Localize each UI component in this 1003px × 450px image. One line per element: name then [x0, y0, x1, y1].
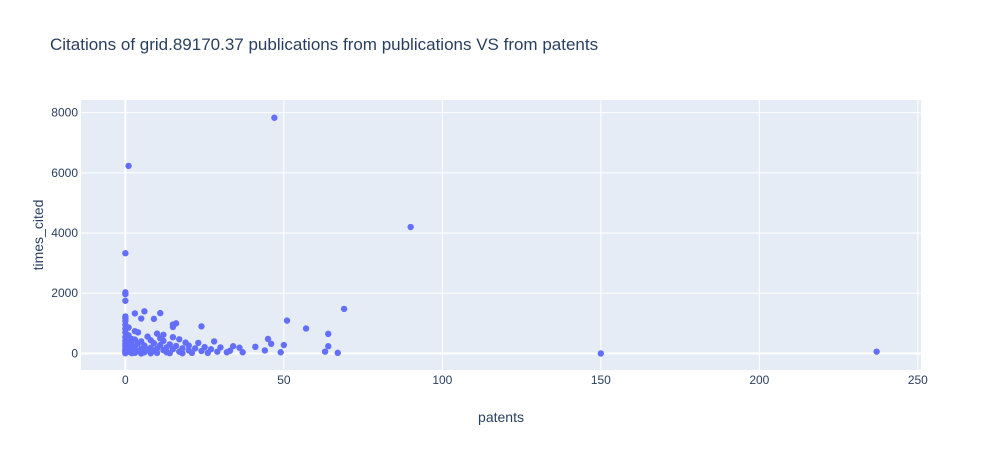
- data-point[interactable]: [325, 343, 331, 349]
- y-tick-label: 4000: [51, 226, 78, 240]
- data-point[interactable]: [195, 340, 201, 346]
- x-tick-label: 100: [432, 373, 452, 387]
- y-axis-label: times_cited: [30, 200, 46, 271]
- data-point[interactable]: [138, 350, 144, 356]
- data-point[interactable]: [170, 324, 176, 330]
- data-point[interactable]: [179, 350, 185, 356]
- x-tick-label: 0: [122, 373, 129, 387]
- y-tick-label: 0: [71, 346, 78, 360]
- data-point[interactable]: [122, 298, 128, 304]
- data-point[interactable]: [167, 350, 173, 356]
- y-tick-label: 2000: [51, 286, 78, 300]
- data-point[interactable]: [176, 336, 182, 342]
- x-axis-label: patents: [478, 409, 524, 425]
- data-point[interactable]: [189, 350, 195, 356]
- data-point[interactable]: [154, 350, 160, 356]
- data-point[interactable]: [262, 347, 268, 353]
- data-point[interactable]: [598, 350, 604, 356]
- data-point[interactable]: [325, 331, 331, 337]
- data-point[interactable]: [148, 350, 154, 356]
- data-point[interactable]: [198, 348, 204, 354]
- data-point[interactable]: [122, 350, 128, 356]
- data-point[interactable]: [135, 329, 141, 335]
- data-point[interactable]: [239, 349, 245, 355]
- data-point[interactable]: [873, 348, 879, 354]
- data-point[interactable]: [141, 308, 147, 314]
- plot-area: [81, 100, 921, 370]
- data-point[interactable]: [224, 349, 230, 355]
- data-point[interactable]: [335, 350, 341, 356]
- data-point[interactable]: [170, 334, 176, 340]
- data-point[interactable]: [151, 316, 157, 322]
- chart-title: Citations of grid.89170.37 publications …: [50, 35, 598, 54]
- data-point[interactable]: [211, 338, 217, 344]
- x-tick-label: 50: [277, 373, 291, 387]
- data-point[interactable]: [252, 344, 258, 350]
- x-tick-label: 200: [749, 373, 769, 387]
- data-point[interactable]: [214, 348, 220, 354]
- data-point[interactable]: [277, 349, 283, 355]
- data-point[interactable]: [138, 315, 144, 321]
- data-point[interactable]: [129, 350, 135, 356]
- y-tick-label: 6000: [51, 166, 78, 180]
- data-point[interactable]: [407, 224, 413, 230]
- data-point[interactable]: [268, 341, 274, 347]
- data-point[interactable]: [205, 350, 211, 356]
- x-axis-ticks: 0 50 100 150 200 250: [122, 373, 928, 387]
- data-point[interactable]: [157, 310, 163, 316]
- y-axis-ticks: 0 2000 4000 6000 8000: [51, 106, 78, 361]
- data-point[interactable]: [322, 348, 328, 354]
- data-point[interactable]: [132, 310, 138, 316]
- y-tick-label: 8000: [51, 106, 78, 120]
- data-point[interactable]: [198, 323, 204, 329]
- data-point[interactable]: [281, 342, 287, 348]
- data-point[interactable]: [122, 250, 128, 256]
- data-point[interactable]: [284, 317, 290, 323]
- data-point[interactable]: [271, 115, 277, 121]
- x-tick-label: 150: [591, 373, 611, 387]
- x-tick-label: 250: [908, 373, 928, 387]
- data-point[interactable]: [122, 291, 128, 297]
- data-point[interactable]: [341, 306, 347, 312]
- data-point[interactable]: [303, 325, 309, 331]
- data-point[interactable]: [125, 163, 131, 169]
